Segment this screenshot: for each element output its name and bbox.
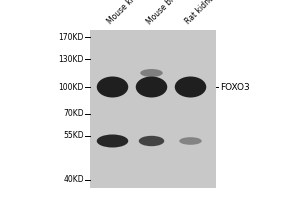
Ellipse shape [175,76,206,98]
Text: 55KD: 55KD [63,132,84,140]
Ellipse shape [139,136,164,146]
Text: Mouse brain: Mouse brain [145,0,185,26]
Ellipse shape [97,76,128,98]
Text: 170KD: 170KD [58,32,84,42]
FancyBboxPatch shape [90,30,216,188]
Ellipse shape [136,76,167,98]
Ellipse shape [97,134,128,148]
Ellipse shape [179,137,202,145]
Text: 70KD: 70KD [63,110,84,118]
Text: 40KD: 40KD [63,176,84,184]
Text: 100KD: 100KD [58,83,84,92]
Text: FOXO3: FOXO3 [220,83,250,92]
Text: Rat kidney: Rat kidney [184,0,220,26]
Ellipse shape [140,69,163,77]
Text: 130KD: 130KD [58,54,84,64]
Text: Mouse kidney: Mouse kidney [106,0,150,26]
